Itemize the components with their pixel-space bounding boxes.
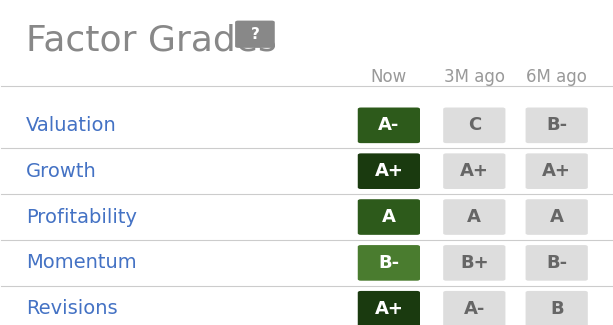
- Text: B-: B-: [546, 254, 567, 272]
- Text: Revisions: Revisions: [26, 299, 118, 318]
- Text: B-: B-: [378, 254, 400, 272]
- FancyBboxPatch shape: [358, 245, 420, 281]
- FancyBboxPatch shape: [443, 108, 506, 143]
- Text: A: A: [550, 208, 563, 226]
- Text: Valuation: Valuation: [26, 116, 116, 135]
- Text: C: C: [468, 116, 481, 134]
- Text: B: B: [550, 300, 563, 318]
- Text: A+: A+: [375, 162, 403, 180]
- FancyBboxPatch shape: [525, 108, 588, 143]
- Text: A+: A+: [460, 162, 489, 180]
- Text: Growth: Growth: [26, 162, 97, 181]
- FancyBboxPatch shape: [358, 108, 420, 143]
- Text: B+: B+: [460, 254, 489, 272]
- Text: A+: A+: [375, 300, 403, 318]
- FancyBboxPatch shape: [525, 199, 588, 235]
- Text: 3M ago: 3M ago: [444, 68, 505, 86]
- Text: A: A: [382, 208, 396, 226]
- Text: A+: A+: [543, 162, 571, 180]
- Text: Momentum: Momentum: [26, 254, 137, 272]
- FancyBboxPatch shape: [358, 153, 420, 189]
- FancyBboxPatch shape: [443, 291, 506, 325]
- Text: A-: A-: [378, 116, 400, 134]
- Text: B-: B-: [546, 116, 567, 134]
- FancyBboxPatch shape: [358, 291, 420, 325]
- Text: Profitability: Profitability: [26, 208, 137, 227]
- FancyBboxPatch shape: [525, 153, 588, 189]
- FancyBboxPatch shape: [525, 291, 588, 325]
- Text: Now: Now: [371, 68, 407, 86]
- FancyBboxPatch shape: [443, 199, 506, 235]
- FancyBboxPatch shape: [235, 20, 275, 48]
- FancyBboxPatch shape: [525, 245, 588, 281]
- Text: Factor Grades: Factor Grades: [26, 23, 276, 57]
- FancyBboxPatch shape: [443, 153, 506, 189]
- FancyBboxPatch shape: [443, 245, 506, 281]
- Text: ?: ?: [251, 27, 259, 42]
- FancyBboxPatch shape: [358, 199, 420, 235]
- Text: 6M ago: 6M ago: [526, 68, 587, 86]
- Text: A-: A-: [463, 300, 485, 318]
- Text: A: A: [467, 208, 481, 226]
